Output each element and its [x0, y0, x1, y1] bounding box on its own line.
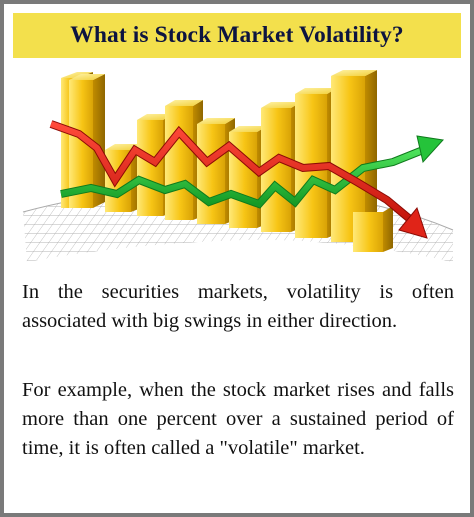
- paragraph-definition: In the securities markets, volatility is…: [22, 281, 454, 332]
- page-title: What is Stock Market Volatility?: [70, 22, 404, 48]
- red-trend-arrow: [49, 120, 428, 239]
- bar: [353, 206, 393, 252]
- stock-volatility-chart-illustration: [22, 70, 454, 262]
- paragraph-example: For example, when the stock market rises…: [22, 379, 454, 459]
- title-banner: What is Stock Market Volatility?: [13, 13, 461, 58]
